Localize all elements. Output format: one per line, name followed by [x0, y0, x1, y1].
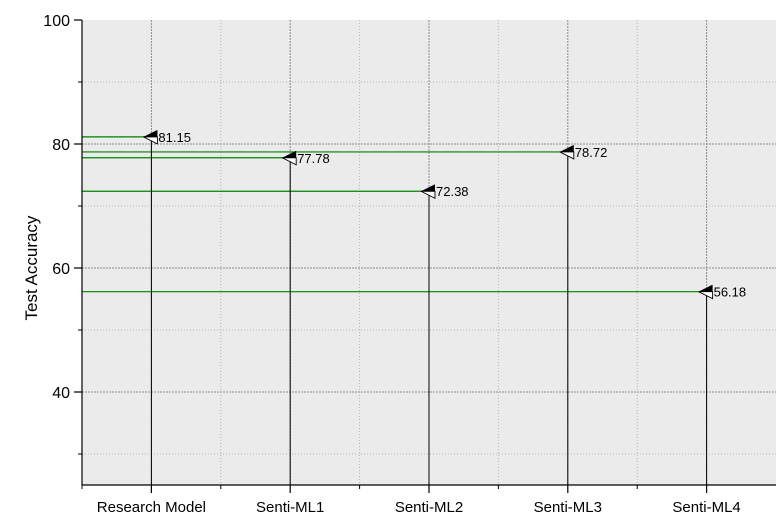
marker-top-1 [143, 129, 158, 137]
axes: 40 60 80 100 Research Model Senti-ML1 Senti-ML… [43, 13, 776, 516]
x-tick-label: Senti-ML1 [256, 499, 324, 516]
data-labels: 81.15 77.78 72.38 78.72 56.18 [158, 130, 746, 300]
marker-bottom-5 [698, 291, 714, 300]
data-label-3: 72.38 [436, 184, 469, 199]
x-tick-label: Senti-ML4 [672, 499, 740, 516]
x-tick-label: Research Model [97, 499, 206, 516]
stems [150, 136, 708, 485]
y-tick-label: 60 [52, 261, 70, 278]
data-label-4: 78.72 [575, 145, 608, 160]
marker-top-4 [559, 144, 574, 152]
marker-top-5 [698, 284, 713, 292]
x-tick-label: Senti-ML3 [534, 499, 602, 516]
data-label-1: 81.15 [158, 130, 191, 145]
markers [143, 129, 714, 300]
marker-bottom-4 [559, 151, 575, 160]
marker-top-3 [421, 184, 435, 192]
marker-bottom-1 [143, 136, 158, 145]
marker-bottom-2 [281, 157, 297, 166]
data-label-2: 77.78 [297, 151, 330, 166]
marker-bottom-3 [420, 190, 436, 199]
y-tick-label: 80 [52, 137, 70, 154]
y-tick-label: 40 [52, 385, 70, 402]
marker-top-2 [282, 150, 297, 158]
reference-lines [82, 136, 707, 293]
x-tick-label: Senti-ML2 [395, 499, 463, 516]
y-tick-label: 100 [43, 13, 70, 30]
y-axis-title: Test Accuracy [22, 215, 41, 320]
data-label-5: 56.18 [714, 285, 747, 300]
